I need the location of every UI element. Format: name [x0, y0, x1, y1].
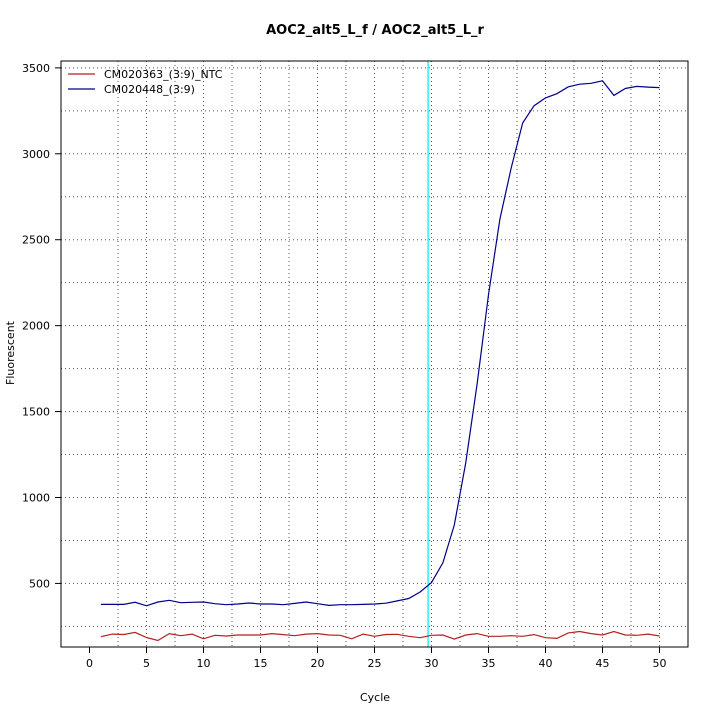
x-tick-label: 0 — [86, 657, 93, 670]
y-tick-label: 3500 — [22, 62, 50, 75]
y-tick-label: 3000 — [22, 148, 50, 161]
x-axis-label: Cycle — [360, 691, 390, 704]
plot-frame — [60, 60, 689, 648]
x-tick-label: 45 — [596, 657, 610, 670]
y-tick-label: 1500 — [22, 406, 50, 419]
x-tick-label: 30 — [425, 657, 439, 670]
x-tick-label: 15 — [254, 657, 268, 670]
x-tick-label: 50 — [653, 657, 667, 670]
chart-title: AOC2_alt5_L_f / AOC2_alt5_L_r — [266, 23, 484, 38]
x-tick-label: 20 — [311, 657, 325, 670]
x-tick-label: 5 — [143, 657, 150, 670]
y-tick-label: 1000 — [22, 491, 50, 504]
legend: CM020363_(3:9)_NTC CM020448_(3:9) — [68, 68, 223, 96]
y-tick-label: 2500 — [22, 234, 50, 247]
x-tick-label: 10 — [197, 657, 211, 670]
x-tick-label: 40 — [539, 657, 553, 670]
y-axis: 500 1000 1500 2000 2500 3000 3500 — [22, 62, 61, 590]
x-axis: 0 5 10 15 20 25 30 35 40 45 50 — [86, 647, 667, 670]
legend-label-1: CM020363_(3:9)_NTC — [104, 68, 223, 81]
grid — [61, 61, 688, 647]
y-tick-label: 2000 — [22, 320, 50, 333]
series-line-1 — [100, 630, 660, 642]
series-layer — [100, 80, 660, 642]
legend-label-2: CM020448_(3:9) — [104, 83, 195, 96]
x-tick-label: 25 — [368, 657, 382, 670]
series-line-2 — [100, 80, 660, 607]
y-axis-label: Fluorescent — [4, 320, 17, 385]
y-tick-label: 500 — [29, 577, 50, 590]
x-tick-label: 35 — [482, 657, 496, 670]
